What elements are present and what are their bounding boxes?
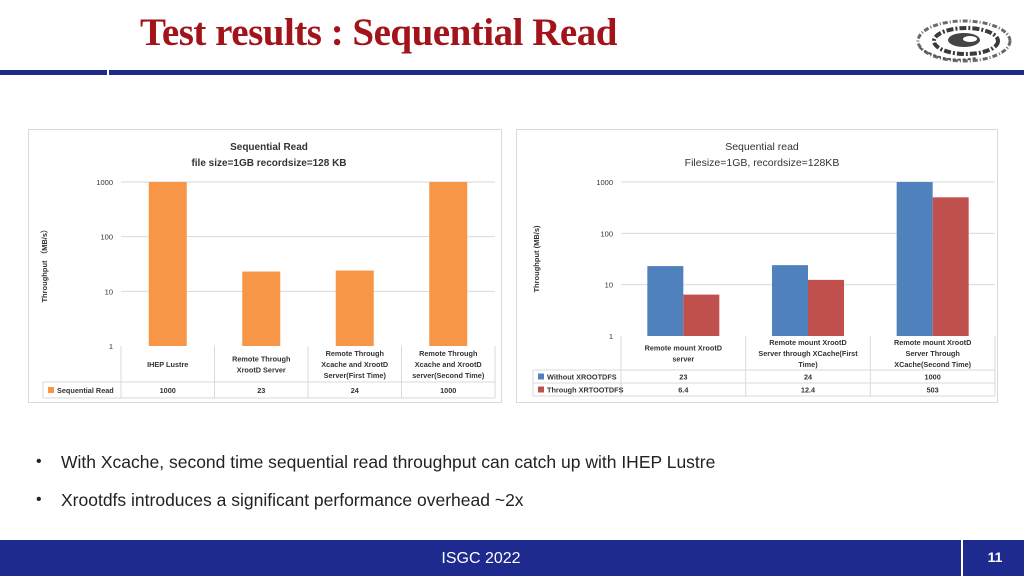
bullet-dot: •: [36, 491, 42, 508]
data-label: 23: [257, 386, 265, 395]
legend-swatch: [48, 387, 54, 393]
category-label: Xcache and XrootD: [415, 360, 482, 369]
data-label: 1000: [925, 373, 941, 382]
category-label: Remote Through: [419, 349, 477, 358]
category-label: server: [672, 355, 694, 364]
chart-sequential-read-lustre: Sequential Read file size=1GB recordsize=…: [28, 129, 502, 403]
data-label: 503: [927, 386, 939, 395]
bar: [683, 294, 720, 336]
data-label: 12.4: [801, 386, 816, 395]
bullet-dot: •: [36, 453, 42, 470]
chart-title: Sequential Read: [230, 142, 308, 153]
bullet-text: Xrootdfs introduces a significant perfor…: [61, 490, 524, 510]
chart-title: Sequential read: [725, 141, 799, 153]
bar: [242, 271, 281, 346]
bar: [808, 279, 844, 336]
data-label: 1000: [440, 386, 456, 395]
header-rule: [0, 70, 1024, 75]
bullet-item: • Xrootdfs introduces a significant perfo…: [36, 486, 715, 524]
category-label: Remote mount XrootD: [894, 338, 971, 347]
legend-swatch: [538, 373, 544, 380]
y-tick-label: 1: [609, 332, 613, 341]
y-tick-label: 100: [100, 233, 113, 242]
ihep-swirl-logo-icon: [916, 19, 1012, 63]
category-label: Remote mount XrootD: [645, 344, 722, 353]
category-label: server(Second Time): [412, 371, 485, 380]
footer-bar: [0, 540, 1024, 576]
bar: [148, 182, 187, 346]
category-label: Time): [798, 360, 818, 369]
bar: [932, 197, 969, 336]
bar: [896, 182, 933, 336]
y-tick-label: 10: [605, 281, 613, 290]
bullet-text: With Xcache, second time sequential read…: [61, 452, 716, 472]
category-label: Remote mount XrootD: [769, 338, 846, 347]
y-tick-label: 1000: [96, 178, 113, 187]
y-tick-label: 1: [109, 342, 113, 351]
header-rule-notch: [107, 70, 109, 76]
bullet-item: • With Xcache, second time sequential rea…: [36, 448, 715, 486]
data-label: 1000: [160, 386, 176, 395]
chart-subtitle: Filesize=1GB, recordsize=128KB: [685, 157, 840, 169]
category-label: XCache(Second Time): [894, 360, 971, 369]
footer-conference: ISGC 2022: [441, 550, 521, 567]
legend-label: Through XRTOOTDFS: [547, 386, 624, 395]
legend-swatch: [538, 386, 544, 393]
page-number: 11: [987, 549, 1003, 565]
data-label: 24: [351, 386, 360, 395]
bar: [647, 266, 684, 336]
y-axis-label: Throughput (MB/s): [532, 225, 541, 293]
data-label: 6.4: [678, 386, 689, 395]
bar: [429, 182, 468, 346]
data-label: 23: [679, 373, 687, 382]
chart-sequential-read-xrootdfs: Sequential read Filesize=1GB, recordsize=…: [516, 129, 998, 403]
chart-2-svg: Sequential read Filesize=1GB, recordsize=…: [532, 141, 996, 397]
legend-label: Without XROOTDFS: [547, 373, 617, 382]
legend-label: Sequential Read: [57, 386, 114, 395]
category-label: Server through XCache(First: [758, 349, 858, 358]
footer-divider: [961, 540, 963, 576]
y-tick-label: 100: [600, 229, 613, 238]
category-label: Remote Through: [232, 355, 290, 364]
y-tick-label: 10: [105, 287, 113, 296]
category-label: Remote Through: [326, 349, 384, 358]
chart-subtitle: file size=1GB recordsize=128 KB: [191, 158, 346, 169]
slide-title: Test results : Sequential Read: [140, 11, 617, 54]
chart-1-svg: Sequential Read file size=1GB recordsize=…: [39, 142, 496, 399]
bullet-list: • With Xcache, second time sequential rea…: [36, 448, 715, 524]
category-label: Server(First Time): [324, 371, 387, 380]
data-label: 24: [804, 373, 813, 382]
y-axis-label: Throughput （MB/s）: [39, 225, 49, 302]
category-label: XrootD Server: [237, 366, 286, 375]
y-tick-label: 1000: [596, 178, 613, 187]
bar: [772, 265, 808, 336]
category-label: Server Through: [905, 349, 959, 358]
bar: [335, 270, 374, 346]
category-label: Xcache and XrootD: [321, 360, 388, 369]
category-label: IHEP Lustre: [147, 360, 188, 369]
